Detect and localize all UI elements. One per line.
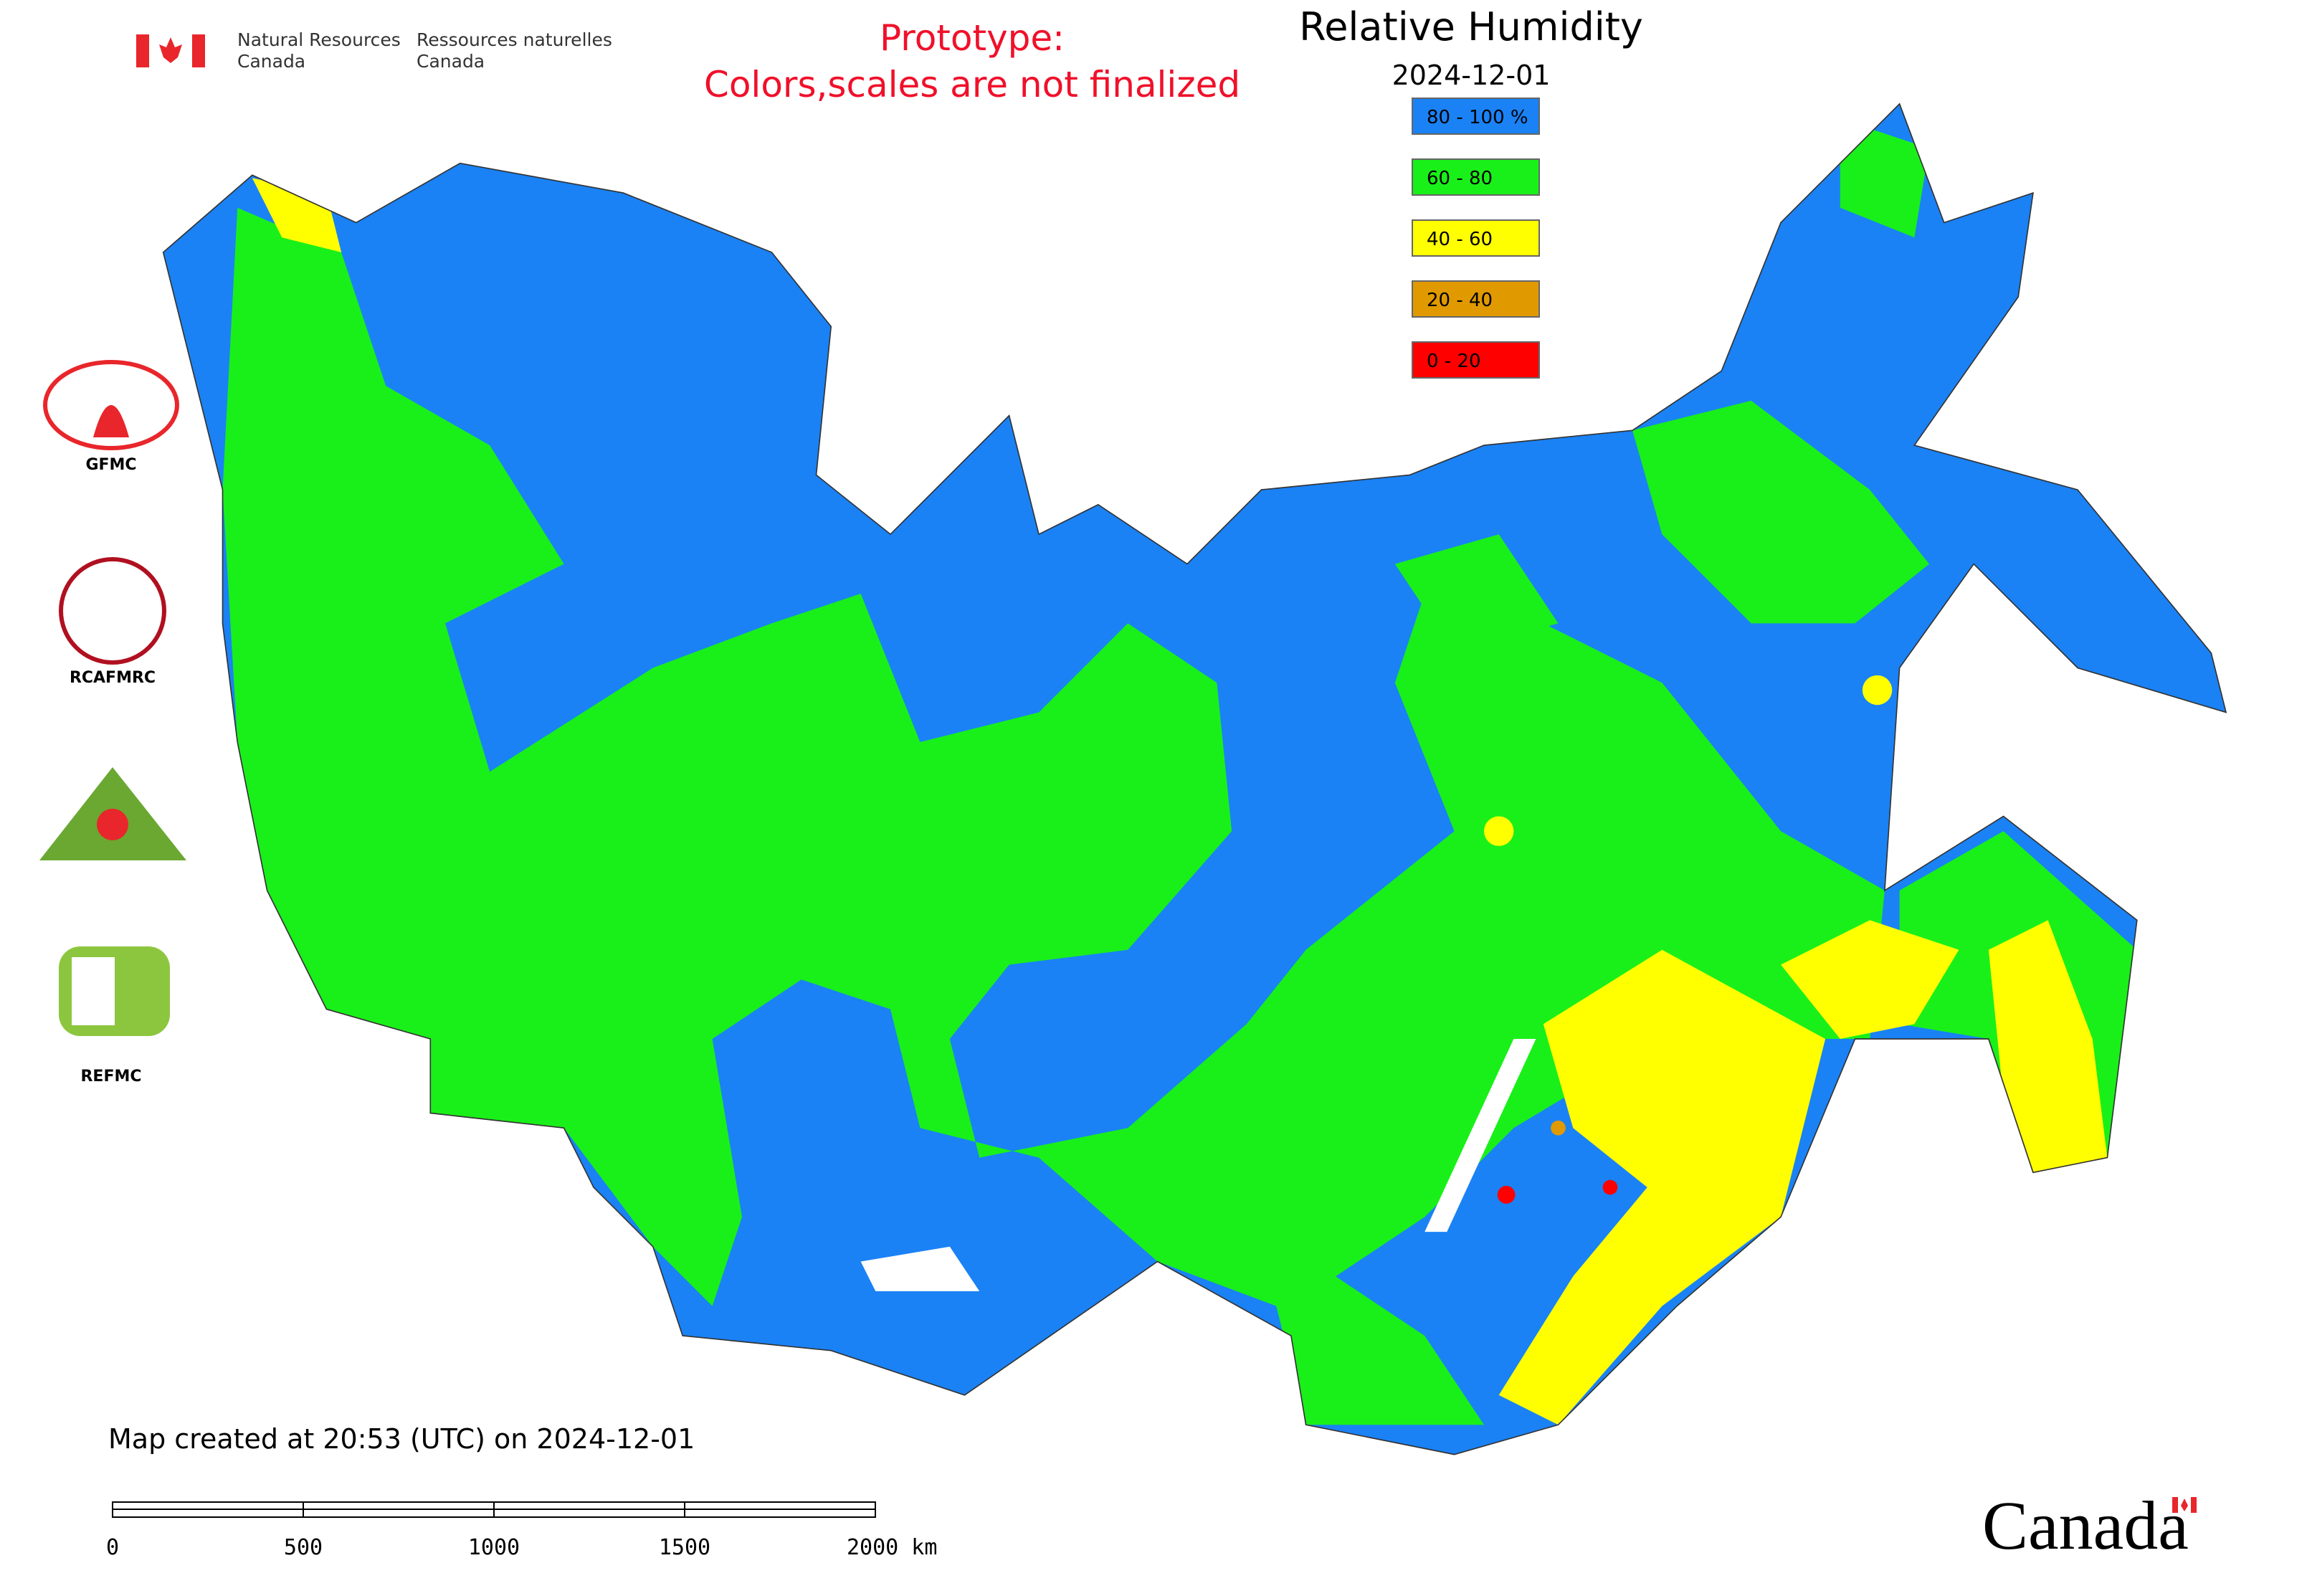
zone-green: [1840, 118, 1929, 238]
lake: [1425, 1039, 1536, 1232]
legend-label: 80 - 100 %: [1427, 107, 1528, 128]
humidity-zones: [222, 118, 2137, 1425]
legend-label: 40 - 60: [1427, 229, 1493, 250]
wordmark: Canada: [1982, 1487, 2189, 1564]
canada-wordmark: Canada: [1982, 1487, 2197, 1564]
legend: 80 - 100 % 60 - 80 40 - 60 20 - 40 0 - 20: [1412, 98, 1540, 379]
zone-yellow: [1862, 675, 1893, 706]
zone-yellow: [1988, 920, 2108, 1173]
agency-fr: Ressources naturelles: [417, 29, 612, 50]
scale-label: 500: [284, 1535, 323, 1560]
agency-en: Natural Resources: [237, 29, 401, 50]
scale-label: 0: [106, 1535, 119, 1560]
scale-bar: 0 500 1000 1500 2000 km: [106, 1501, 937, 1560]
map-date: 2024-12-01: [1392, 60, 1551, 91]
nrcan-logo: Natural Resources Canada Ressources natu…: [136, 29, 612, 72]
scale-label: 2000 km: [847, 1535, 937, 1560]
zone-yellow: [1781, 920, 1959, 1039]
agency-fr: Canada: [417, 51, 485, 72]
scale-label: 1000: [468, 1535, 520, 1560]
legend-label: 0 - 20: [1427, 351, 1481, 372]
map-title: Relative Humidity: [1299, 4, 1643, 49]
zone-red: [1602, 1179, 1618, 1195]
zone-green: [1632, 400, 1929, 624]
zone-green: [1394, 534, 1559, 653]
legend-swatch: [1412, 158, 1540, 196]
legend-swatch: [1412, 219, 1540, 257]
prototype-note: Prototype:: [880, 17, 1065, 59]
zone-yellow: [1484, 816, 1514, 846]
zone-red: [1497, 1185, 1516, 1204]
agency-en: Canada: [237, 51, 305, 72]
refmc-logo: REFMC: [59, 946, 170, 1086]
zone-green: [222, 207, 1885, 1425]
logo-label: GFMC: [85, 456, 136, 474]
legend-swatch: [1412, 98, 1540, 135]
legend-swatch: [1412, 280, 1540, 318]
lake: [860, 1246, 980, 1291]
zone-yellow: [1498, 949, 1826, 1425]
footer-note: Map created at 20:53 (UTC) on 2024-12-01: [108, 1423, 695, 1455]
legend-swatch: [1412, 341, 1540, 379]
scale-label: 1500: [659, 1535, 710, 1560]
map: [162, 103, 2227, 1455]
zone-orange: [1551, 1120, 1566, 1136]
legend-label: 20 - 40: [1427, 290, 1493, 311]
prototype-note: Colors,scales are not finalized: [704, 64, 1240, 105]
logo-label: RCAFMRC: [70, 669, 156, 687]
reefmc-logo: [39, 767, 186, 860]
gfmc-logo: GFMC: [43, 360, 179, 474]
legend-label: 60 - 80: [1427, 168, 1493, 189]
rcafmrc-logo: RCAFMRC: [59, 557, 166, 687]
logo-label: REFMC: [80, 1068, 141, 1086]
